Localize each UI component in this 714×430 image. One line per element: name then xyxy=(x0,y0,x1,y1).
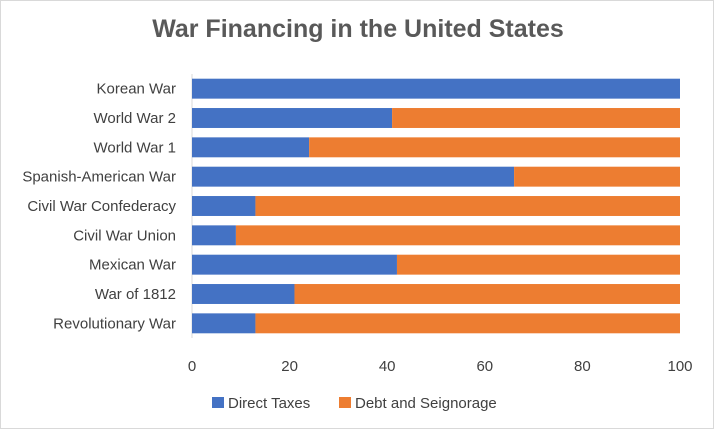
legend-label-direct-taxes: Direct Taxes xyxy=(228,395,310,412)
bar-debt-seignorage-0 xyxy=(255,313,680,334)
bar-direct-taxes-8 xyxy=(192,78,680,99)
bar-debt-seignorage-6 xyxy=(309,137,680,158)
category-label: Civil War Confederacy xyxy=(27,198,176,215)
bar-direct-taxes-3 xyxy=(192,225,236,246)
category-labels: Revolutionary War War of 1812 Mexican War C… xyxy=(22,81,176,333)
bar-direct-taxes-5 xyxy=(192,166,515,187)
x-tick-label: 100 xyxy=(667,358,692,375)
legend-swatch-direct-taxes xyxy=(212,397,224,408)
bar-direct-taxes-1 xyxy=(192,284,295,304)
bar-direct-taxes-7 xyxy=(192,108,393,128)
bars-group xyxy=(192,78,681,334)
legend-swatch-debt-seignorage xyxy=(339,397,351,408)
category-label: Spanish-American War xyxy=(22,169,176,186)
bar-direct-taxes-6 xyxy=(192,137,310,158)
bar-debt-seignorage-3 xyxy=(235,225,681,246)
chart-title: War Financing in the United States xyxy=(152,15,564,43)
legend-label-debt-seignorage: Debt and Seignorage xyxy=(355,395,497,412)
category-label: World War 1 xyxy=(93,139,176,156)
bar-debt-seignorage-5 xyxy=(514,166,680,187)
legend: Direct Taxes Debt and Seignorage xyxy=(212,395,497,412)
bar-direct-taxes-4 xyxy=(192,196,256,216)
bar-direct-taxes-2 xyxy=(192,254,397,275)
bar-debt-seignorage-7 xyxy=(392,108,680,128)
category-label: Civil War Union xyxy=(73,227,176,244)
bar-debt-seignorage-1 xyxy=(294,284,680,304)
category-label: War of 1812 xyxy=(95,286,176,303)
category-label: Mexican War xyxy=(89,257,176,274)
category-label: World War 2 xyxy=(93,110,176,127)
bar-debt-seignorage-4 xyxy=(255,196,680,216)
category-label: Korean War xyxy=(97,81,176,98)
x-tick-label: 20 xyxy=(281,358,298,375)
bar-debt-seignorage-2 xyxy=(396,254,680,275)
x-tick-label: 80 xyxy=(574,358,591,375)
x-tick-labels: 0 20 40 60 80 100 xyxy=(188,358,693,375)
x-tick-label: 0 xyxy=(188,358,196,375)
x-tick-label: 40 xyxy=(379,358,396,375)
bar-direct-taxes-0 xyxy=(192,313,256,334)
x-tick-label: 60 xyxy=(476,358,493,375)
category-label: Revolutionary War xyxy=(53,315,176,332)
